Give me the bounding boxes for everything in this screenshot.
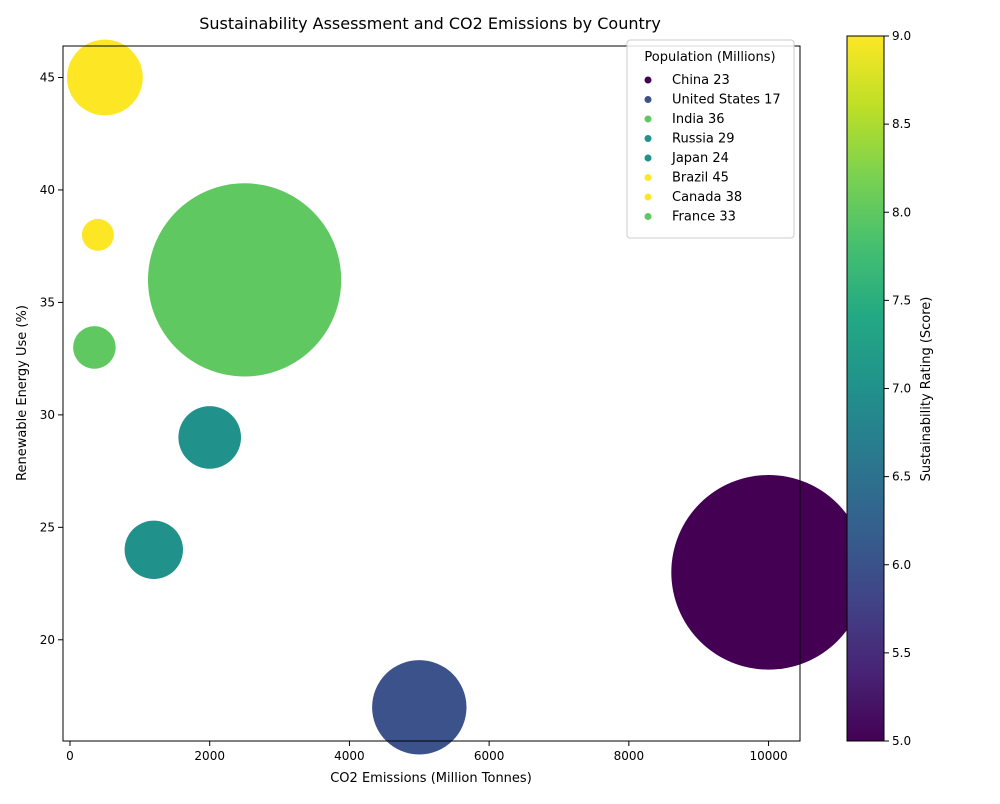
- x-axis: 0 2000 4000 6000 8000 10000: [66, 741, 788, 763]
- colorbar-tick-label: 8.0: [892, 205, 911, 219]
- colorbar-gradient: [846, 35, 885, 742]
- y-axis: 20 25 30 35 40 45: [40, 70, 63, 647]
- plot-area: [67, 39, 866, 755]
- x-tick-label: 0: [66, 749, 74, 763]
- bubble-canada: [81, 218, 114, 251]
- colorbar-tick-label: 7.5: [892, 293, 911, 307]
- legend-entry: Russia 29: [672, 132, 735, 147]
- bubble-france: [73, 326, 116, 369]
- legend-entry: Canada 38: [672, 190, 742, 205]
- legend-entry: Brazil 45: [672, 171, 729, 186]
- legend-marker: [644, 96, 652, 103]
- colorbar-ticks: 5.0 5.5 6.0 6.5 7.0 7.5 8.0 8.5 9.0: [884, 29, 911, 748]
- legend-marker: [644, 154, 652, 162]
- x-tick-label: 10000: [749, 749, 787, 763]
- y-axis-label: Renewable Energy Use (%): [15, 305, 30, 481]
- legend-entries: China 23 United States 17 India 36 Russia 2…: [644, 73, 781, 225]
- legend-marker: [644, 115, 652, 123]
- x-tick-label: 6000: [474, 749, 505, 763]
- legend-entry: India 36: [672, 112, 725, 127]
- colorbar-tick-label: 6.5: [892, 470, 911, 484]
- legend-entry: United States 17: [672, 93, 781, 108]
- y-tick-label: 20: [40, 633, 55, 647]
- legend-entry: Japan 24: [671, 151, 729, 166]
- x-tick-label: 8000: [614, 749, 645, 763]
- colorbar: 5.0 5.5 6.0 6.5 7.0 7.5 8.0 8.5 9.0 Sustainabili…: [846, 29, 934, 748]
- legend-box: [626, 39, 795, 239]
- bubble-russia: [178, 406, 241, 469]
- legend-entry: France 33: [672, 210, 736, 225]
- bubble-brazil: [67, 39, 143, 116]
- y-tick-label: 40: [40, 183, 55, 197]
- legend-marker: [644, 135, 652, 142]
- y-tick-label: 35: [40, 295, 55, 309]
- bubble-india: [148, 183, 342, 377]
- colorbar-tick-label: 5.5: [892, 646, 911, 660]
- y-tick-label: 45: [40, 70, 55, 84]
- legend-title: Population (Millions): [644, 50, 775, 65]
- plot-frame: [62, 45, 801, 742]
- colorbar-tick-label: 8.5: [892, 117, 911, 131]
- y-tick-label: 30: [40, 408, 55, 422]
- legend-marker: [644, 76, 652, 84]
- bubble-japan: [124, 520, 183, 579]
- colorbar-tick-label: 9.0: [892, 29, 911, 43]
- colorbar-tick-label: 6.0: [892, 558, 911, 572]
- legend-marker: [644, 213, 652, 220]
- colorbar-tick-label: 7.0: [892, 382, 911, 396]
- x-tick-label: 2000: [194, 749, 225, 763]
- chart-title: Sustainability Assessment and CO2 Emissi…: [199, 14, 661, 33]
- legend-marker: [644, 193, 652, 201]
- x-tick-label: 4000: [334, 749, 365, 763]
- bubble-china: [671, 475, 866, 670]
- bubble-united-states: [372, 660, 467, 755]
- x-axis-label: CO2 Emissions (Million Tonnes): [330, 771, 532, 786]
- legend-entry: China 23: [672, 73, 730, 88]
- legend: Population (Millions) China 23 United Sta…: [626, 39, 795, 239]
- colorbar-tick-label: 5.0: [892, 734, 911, 748]
- y-tick-label: 25: [40, 520, 55, 534]
- colorbar-label: Sustainability Rating (Score): [919, 297, 934, 482]
- legend-marker: [644, 174, 652, 181]
